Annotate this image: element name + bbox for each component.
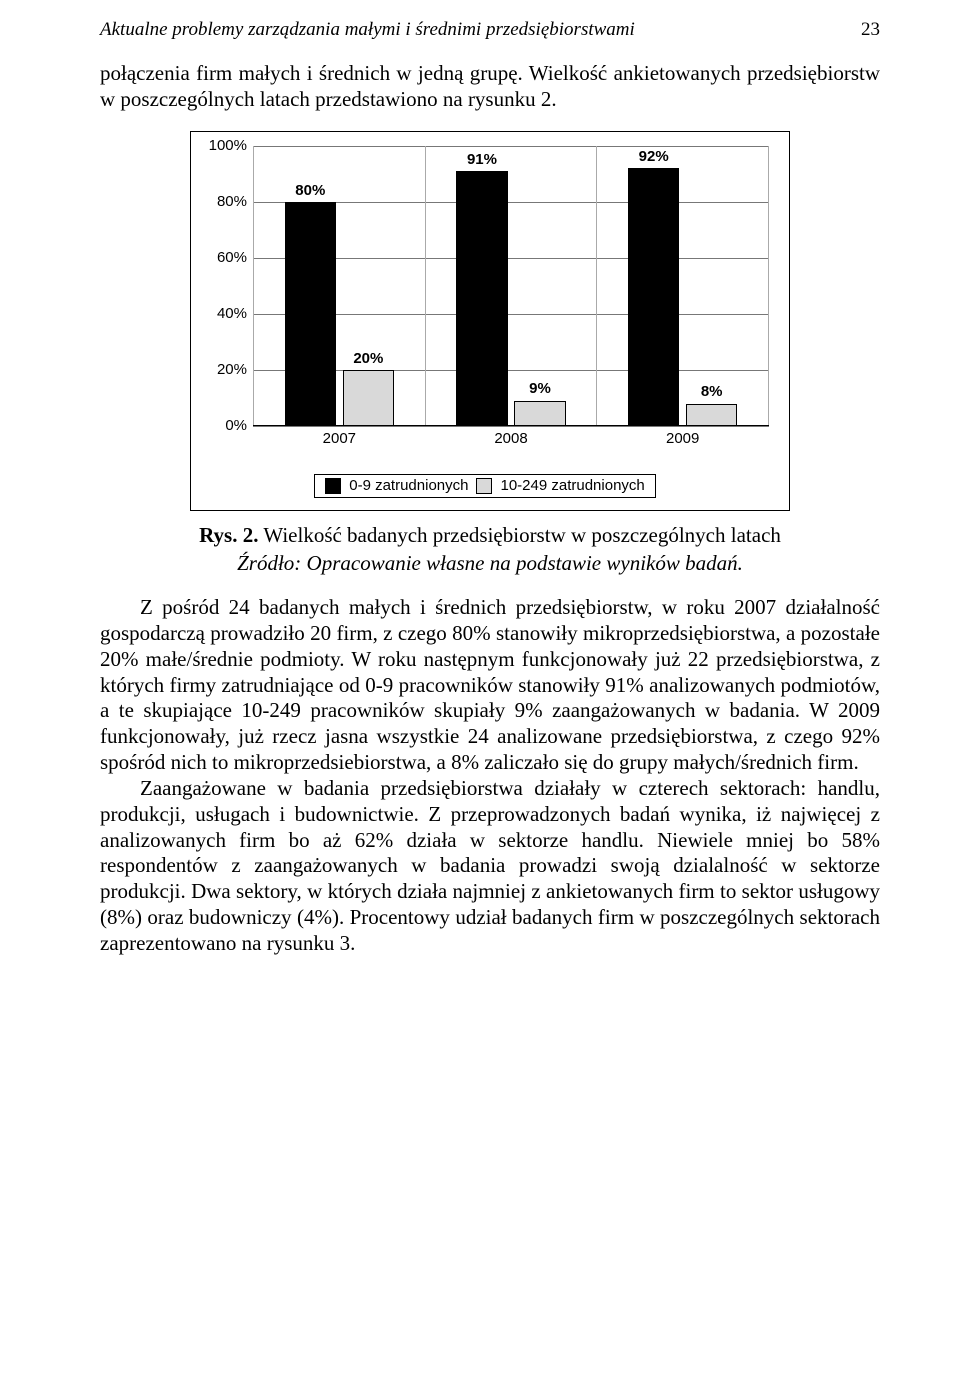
page-number: 23 xyxy=(861,18,880,41)
chart-y-tick-label: 60% xyxy=(201,249,247,267)
legend-label: 10-249 zatrudnionych xyxy=(500,477,644,495)
chart-bar xyxy=(686,404,737,426)
chart-group: 91%9%2008 xyxy=(425,146,597,426)
chart-container: 0% 20% 40% 60% 80% 100% 80% 20% 2007 91% 9% 2008 92… xyxy=(190,131,790,511)
chart-plot: 0%20%40%60%80%100% 80%20%200791%9%200892… xyxy=(253,146,769,446)
figure-label: Rys. 2. xyxy=(199,523,258,547)
chart-group: 92%8%2009 xyxy=(596,146,769,426)
chart-bar-label: 8% xyxy=(686,383,737,401)
chart-category-label: 2008 xyxy=(426,430,597,448)
chart-bar xyxy=(456,171,507,426)
chart-y-tick-label: 100% xyxy=(201,137,247,155)
figure-caption: Rys. 2. Wielkość badanych przedsiębiorst… xyxy=(100,523,880,549)
legend-swatch xyxy=(325,478,341,494)
chart-groups: 80%20%200791%9%200892%8%2009 xyxy=(253,146,769,426)
chart-bar-label: 80% xyxy=(285,182,336,200)
chart-category-label: 2009 xyxy=(597,430,768,448)
chart-bar-label: 92% xyxy=(628,148,679,166)
body-paragraph: Z pośród 24 badanych małych i średnich p… xyxy=(100,595,880,776)
chart-bar xyxy=(514,401,565,426)
chart-y-tick-label: 40% xyxy=(201,305,247,323)
chart-group: 80%20%2007 xyxy=(253,146,425,426)
chart-y-tick-label: 0% xyxy=(201,417,247,435)
body-paragraph: Zaangażowane w badania przedsiębiorstwa … xyxy=(100,776,880,957)
chart-bar-label: 20% xyxy=(343,350,394,368)
chart-y-tick-label: 20% xyxy=(201,361,247,379)
figure-caption-text: Wielkość badanych przedsiębiorstw w posz… xyxy=(263,523,781,547)
intro-paragraph: połączenia firm małych i średnich w jedn… xyxy=(100,61,880,113)
running-head: Aktualne problemy zarządzania małymi i ś… xyxy=(100,18,880,41)
chart-category-label: 2007 xyxy=(254,430,425,448)
chart-bar xyxy=(343,370,394,426)
figure-source: Źródło: Opracowanie własne na podstawie … xyxy=(100,551,880,577)
chart-bar xyxy=(628,168,679,426)
chart-y-tick-label: 80% xyxy=(201,193,247,211)
chart-baseline xyxy=(253,425,769,426)
chart-bar-label: 91% xyxy=(456,151,507,169)
running-title: Aktualne problemy zarządzania małymi i ś… xyxy=(100,18,635,41)
chart-bar-label: 9% xyxy=(514,380,565,398)
chart-legend: 0-9 zatrudnionych 10-249 zatrudnionych xyxy=(314,474,656,498)
chart-bar xyxy=(285,202,336,426)
legend-label: 0-9 zatrudnionych xyxy=(349,477,468,495)
legend-swatch xyxy=(476,478,492,494)
chart-gridline xyxy=(253,426,769,427)
page: Aktualne problemy zarządzania małymi i ś… xyxy=(0,0,960,1379)
